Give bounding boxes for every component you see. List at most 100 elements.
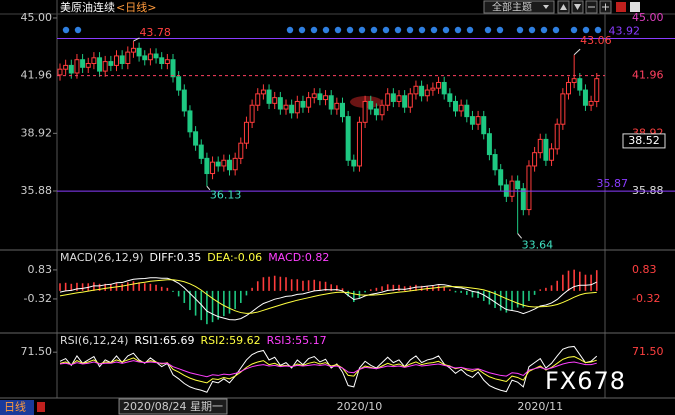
candle-body [498,169,504,186]
candle-body [515,180,521,190]
event-dot [62,26,70,34]
toolbar: 全部主题 [483,0,640,14]
y-tick-label: 35.88 [21,184,53,197]
candle-body [266,89,272,104]
cursor-date-box [118,398,228,415]
candle-body [577,78,583,91]
candle-body [142,55,148,61]
candle-body [475,116,481,125]
candle-body [85,63,91,68]
candle-body [164,59,170,65]
candle-body [537,138,543,154]
candle-body [232,157,238,171]
status-icon [37,402,45,412]
event-dot [466,26,474,34]
x-tick-label: 2020/11 [517,400,563,413]
candle-body [566,81,571,95]
y-tick-label-right: 45.00 [632,11,664,24]
current-price-box [622,133,666,149]
candle-body [424,89,430,97]
candle-body [74,59,80,74]
candle-body [385,93,391,106]
theme-button-label: 全部主题 [492,1,532,14]
series-line [59,345,598,393]
period-label: <日线> [116,0,156,14]
candle-body [396,95,402,102]
candle-body [317,93,323,101]
y-tick-label-right: -0.32 [632,292,660,305]
candle-body [351,159,357,167]
event-dot [528,26,536,34]
candle-body [108,61,114,66]
current-price: 38.52 [628,134,660,147]
candle-body [91,57,97,65]
candle-body [509,180,515,197]
y-tick-label-right: 71.50 [632,345,664,358]
theme-button[interactable] [483,0,555,14]
y-tick-label: 38.92 [21,126,53,139]
annotation-pointer [133,37,140,42]
candle-body [464,104,470,118]
candle-body [193,131,199,146]
settings-button[interactable] [616,2,626,12]
legend-label: DEA:-0.06 [207,251,262,264]
candle-body [136,47,142,57]
candle-body [272,97,278,104]
event-dot [540,26,548,34]
event-dot [406,26,414,34]
extreme-label: 43.06 [580,34,612,47]
candle-body [68,64,74,74]
candle-body [311,93,317,99]
y-tick-label-right: 41.96 [632,69,664,82]
period-badge[interactable] [0,400,34,415]
icon [560,4,567,10]
event-dot [496,26,504,34]
series-line [59,360,597,378]
icon [574,4,581,10]
candle-body [340,102,345,118]
annotation-pointer [517,233,523,239]
candle-body [294,100,300,114]
candle-body [486,133,492,156]
y-tick-label: 0.83 [28,263,53,276]
series-line [59,277,597,321]
event-dot [382,26,390,34]
window-button[interactable] [630,2,640,12]
candle-body [362,100,368,123]
event-dot [370,26,378,34]
candle-body [441,81,447,95]
chart-title: 美原油连续 [60,0,115,14]
candle-body [255,93,261,106]
candle-body [323,95,329,101]
event-dot [334,26,342,34]
icon [602,3,609,11]
candles [57,41,600,234]
event-dot [346,26,354,34]
candle-body [57,68,63,76]
candle-body [373,108,379,116]
candle-body [328,95,334,110]
event-dot [594,26,602,34]
candle-body [458,104,464,112]
candle-body [215,161,221,167]
watermark: FX678 [545,367,626,395]
y-tick-label: 41.96 [21,69,53,82]
annotation-pointer [573,48,581,56]
event-dot [286,26,294,34]
candle-body [198,144,204,159]
candle-body [413,85,419,95]
event-dot [484,26,492,34]
candle-body [549,148,555,161]
event-dot [552,26,560,34]
candle-body [289,104,295,114]
y-tick-label-right: 35.88 [632,184,664,197]
candle-body [130,47,136,53]
candle-body [543,138,549,161]
event-dot [442,26,450,34]
candle-body [390,93,396,102]
event-dot [430,26,438,34]
candle-body [526,165,532,211]
candle-body [204,157,210,175]
event-dot [394,26,402,34]
